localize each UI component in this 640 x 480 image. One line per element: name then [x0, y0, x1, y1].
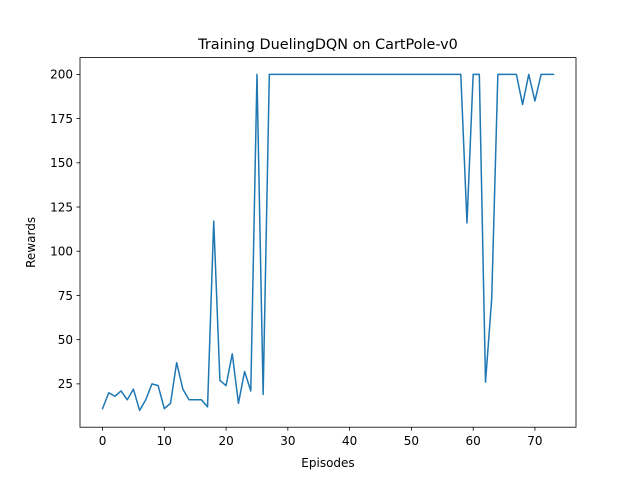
chart-title: Training DuelingDQN on CartPole-v0	[197, 37, 458, 53]
y-tick-label: 25	[58, 377, 73, 391]
x-tick-label: 20	[218, 434, 233, 448]
y-tick-label: 125	[50, 200, 73, 214]
x-tick-label: 70	[527, 434, 542, 448]
x-tick-label: 0	[99, 434, 107, 448]
y-tick-label: 150	[50, 156, 73, 170]
x-tick-label: 50	[404, 434, 419, 448]
plot-area	[101, 73, 555, 412]
y-tick-label: 50	[58, 333, 73, 347]
series-line	[101, 73, 555, 412]
y-axis-ticks: 25 50 75 100 125 150 175 200	[50, 68, 80, 391]
x-tick-label: 10	[157, 434, 172, 448]
x-tick-label: 60	[466, 434, 481, 448]
x-tick-label: 40	[342, 434, 357, 448]
y-tick-label: 75	[58, 289, 73, 303]
y-axis-label: Rewards	[24, 217, 38, 268]
y-tick-label: 175	[50, 112, 73, 126]
y-tick-label: 200	[50, 68, 73, 82]
y-tick-label: 100	[50, 245, 73, 259]
axes-frame	[79, 57, 577, 428]
x-tick-label: 30	[280, 434, 295, 448]
x-axis-ticks: 0 10 20 30 40 50 60 70	[99, 427, 543, 448]
x-axis-label: Episodes	[301, 456, 354, 470]
